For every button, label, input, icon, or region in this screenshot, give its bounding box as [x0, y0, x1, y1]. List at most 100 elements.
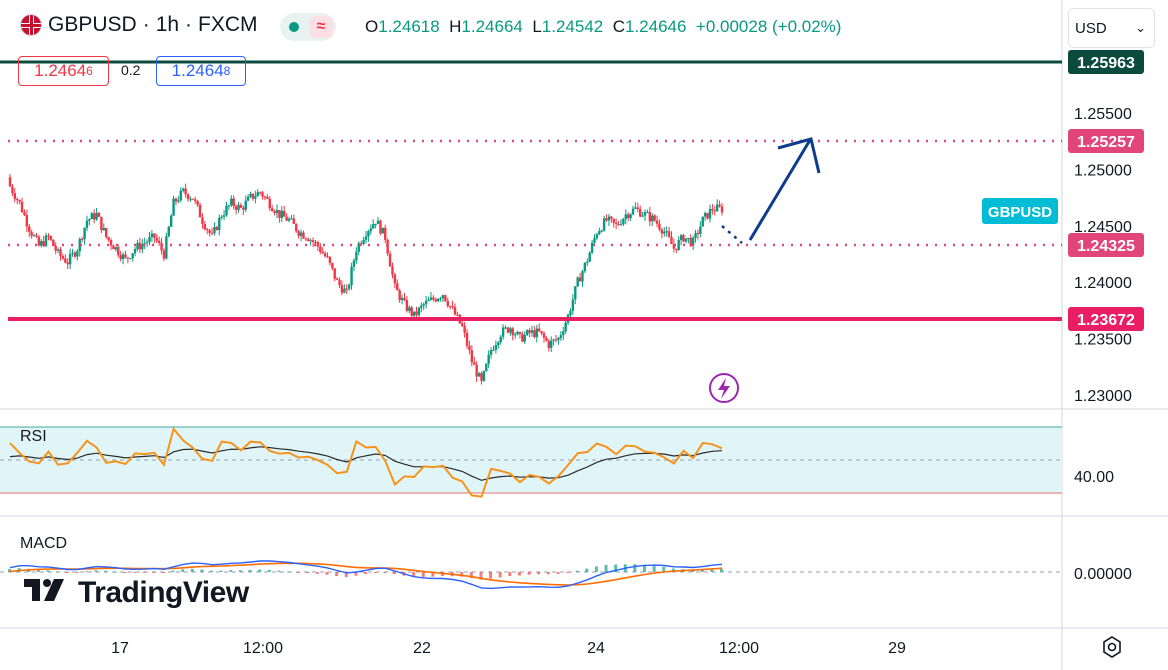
macd-histogram-bar — [498, 572, 502, 578]
candle-body — [687, 237, 690, 239]
candle-body — [369, 228, 373, 232]
candle-body — [713, 210, 716, 212]
tradingview-logo[interactable]: TradingView — [24, 576, 249, 610]
candle-body — [239, 205, 243, 208]
candle-body — [114, 247, 118, 250]
candle-body — [576, 277, 579, 287]
symbol-badge-bg — [982, 198, 1058, 224]
sell-button[interactable]: 1.2464 6 — [18, 56, 109, 86]
candle-body — [307, 239, 310, 242]
candle-body — [631, 208, 635, 215]
candle-body — [691, 237, 695, 246]
macd-histogram-bar — [421, 572, 425, 578]
candle-body — [295, 223, 298, 232]
candle-body — [251, 193, 255, 199]
high-label: H — [449, 17, 462, 36]
candle-body — [528, 330, 531, 333]
candle-body — [119, 255, 122, 259]
candle-body — [359, 243, 363, 245]
candle-body — [181, 188, 185, 191]
candle-body — [494, 345, 498, 350]
macd-histogram-bar — [335, 572, 339, 577]
candle-body — [290, 218, 293, 220]
low-value: 1.24542 — [541, 17, 604, 36]
candle-body — [246, 196, 250, 201]
currency-select[interactable]: USD ⌄ — [1068, 8, 1155, 48]
candle-body — [280, 210, 284, 218]
tradingview-mark-icon — [24, 577, 70, 610]
candle-body — [314, 241, 317, 243]
macd-histogram-bar — [652, 565, 656, 572]
macd-histogram-bar — [287, 571, 291, 573]
macd-histogram-bar — [152, 572, 156, 573]
candle-body — [641, 215, 644, 217]
candle-body — [465, 332, 469, 346]
candle-body — [88, 219, 91, 221]
candle-body — [256, 192, 259, 197]
candle-body — [672, 244, 676, 249]
symbol-title[interactable]: GBPUSD · 1h · FXCM — [20, 13, 258, 37]
candle-body — [485, 363, 488, 372]
wave-icon: ≈ — [309, 16, 333, 38]
candle-body — [600, 230, 603, 232]
candle-body — [196, 200, 199, 205]
gbp-flag-icon — [20, 14, 42, 36]
candle-body — [554, 339, 558, 341]
candle-body — [513, 334, 517, 336]
candle-body — [165, 236, 168, 259]
candle-body — [102, 228, 106, 231]
candle-body — [92, 213, 96, 220]
open-label: O — [365, 17, 379, 36]
candle-body — [357, 243, 360, 252]
candle-body — [150, 233, 154, 237]
lightning-icon[interactable] — [709, 373, 739, 403]
candle-body — [326, 256, 329, 258]
macd-histogram-bar — [123, 572, 127, 573]
candle-body — [533, 330, 536, 338]
candle-body — [83, 227, 86, 240]
rsi-title: RSI — [20, 428, 47, 445]
candle-body — [588, 252, 591, 262]
candle-body — [210, 232, 214, 234]
candle-body — [157, 240, 161, 243]
candle-body — [338, 279, 341, 286]
candle-body — [655, 220, 659, 224]
candle-body — [660, 229, 664, 234]
candle-body — [720, 206, 724, 213]
open-value: 1.24618 — [378, 17, 440, 36]
candle-body — [167, 226, 170, 237]
macd-histogram-bar — [412, 572, 416, 578]
candle-body — [44, 235, 48, 246]
candle-body — [121, 254, 125, 259]
macd-histogram-bar — [210, 570, 214, 572]
candle-body — [663, 231, 666, 234]
candle-body — [20, 201, 24, 213]
candle-body — [335, 278, 339, 280]
candle-body — [501, 327, 505, 337]
candle-body — [391, 266, 394, 275]
candle-body — [626, 214, 630, 219]
candle-body — [504, 327, 507, 329]
macd-histogram-bar — [258, 569, 262, 572]
candle-body — [521, 333, 524, 342]
status-pill[interactable]: ≈ — [280, 13, 336, 41]
candle-body — [162, 250, 166, 259]
macd-histogram-bar — [691, 569, 695, 572]
candle-body — [109, 240, 113, 246]
buy-button[interactable]: 1.2464 8 — [156, 56, 246, 86]
candle-body — [446, 300, 449, 307]
projection-dots — [721, 225, 743, 244]
candle-body — [345, 288, 348, 290]
time-tick-label: 24 — [587, 640, 605, 657]
candle-body — [441, 295, 445, 299]
candle-body — [590, 242, 594, 253]
candle-body — [283, 210, 286, 217]
candle-body — [268, 198, 271, 209]
spread-value: 0.2 — [121, 62, 141, 78]
macd-histogram-bar — [296, 572, 300, 573]
candle-body — [679, 235, 683, 240]
settings-icon[interactable] — [1098, 633, 1126, 661]
candle-body — [350, 266, 353, 285]
bid-pip: 6 — [86, 64, 93, 78]
